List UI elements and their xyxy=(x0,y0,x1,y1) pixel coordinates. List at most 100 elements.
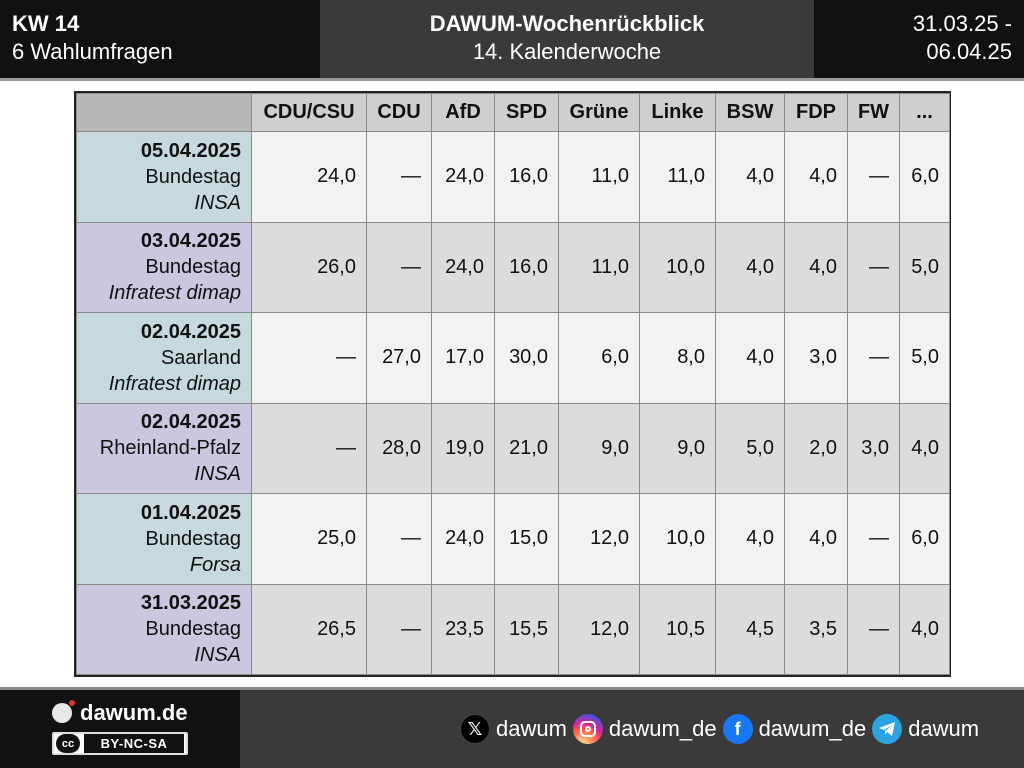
instagram-icon xyxy=(572,714,603,744)
poll-row-header: 31.03.2025 Bundestag INSA xyxy=(76,583,252,675)
poll-value-cell: 24,0 xyxy=(431,221,495,313)
poll-value-cell: 10,0 xyxy=(639,493,716,585)
table-row: 03.04.2025 Bundestag Infratest dimap 26,0 — 2… xyxy=(76,221,950,313)
poll-value-cell: 11,0 xyxy=(558,131,640,223)
table-corner-cell xyxy=(76,93,252,132)
license-badge[interactable]: cc BY-NC-SA xyxy=(52,732,188,755)
page-title: DAWUM-Wochenrückblick xyxy=(429,11,705,36)
poll-area: Bundestag xyxy=(145,165,241,188)
poll-value-cell: — xyxy=(366,131,432,223)
poll-value-cell: — xyxy=(847,493,900,585)
poll-value-cell: 17,0 xyxy=(431,312,495,404)
social-x[interactable]: 𝕏 dawum xyxy=(460,714,567,744)
social-handle: dawum_de xyxy=(758,716,867,741)
social-links: 𝕏 dawum dawum_de f dawum_de dawum xyxy=(460,712,985,746)
date-range-end: 06.04.25 xyxy=(926,39,1012,64)
poll-area: Bundestag xyxy=(145,618,241,641)
poll-value-cell: 8,0 xyxy=(639,312,716,404)
column-header: CDU/CSU xyxy=(251,93,367,132)
poll-value-cell: 23,5 xyxy=(431,583,495,675)
poll-value-cell: — xyxy=(847,131,900,223)
poll-area: Saarland xyxy=(160,346,241,369)
poll-value-cell: 27,0 xyxy=(366,312,432,404)
poll-value-cell: — xyxy=(366,583,432,675)
page-subtitle: 14. Kalenderwoche xyxy=(472,39,662,64)
dawum-logo-icon xyxy=(52,700,75,723)
poll-value-cell: 16,0 xyxy=(494,221,559,313)
poll-value-cell: — xyxy=(366,493,432,585)
poll-value-cell: 15,0 xyxy=(494,493,559,585)
poll-date: 03.04.2025 xyxy=(140,230,241,253)
poll-value-cell: 10,5 xyxy=(639,583,716,675)
social-telegram[interactable]: dawum xyxy=(872,714,979,744)
poll-value-cell: 4,0 xyxy=(715,493,785,585)
poll-area: Bundestag xyxy=(145,527,241,550)
column-header: Grüne xyxy=(558,93,640,132)
poll-institute: INSA xyxy=(194,644,241,667)
poll-value-cell: 6,0 xyxy=(558,312,640,404)
poll-institute: INSA xyxy=(194,191,241,214)
poll-area: Rheinland-Pfalz xyxy=(99,437,241,460)
poll-date: 02.04.2025 xyxy=(140,411,241,434)
poll-table: CDU/CSU CDU AfD SPD Grüne Linke BSW FDP … xyxy=(76,93,950,675)
poll-value-cell: 11,0 xyxy=(639,131,716,223)
table-header-row: CDU/CSU CDU AfD SPD Grüne Linke BSW FDP … xyxy=(76,93,950,132)
poll-value-cell: 4,0 xyxy=(784,131,848,223)
poll-value-cell: 4,0 xyxy=(899,402,950,494)
poll-row-header: 01.04.2025 Bundestag Forsa xyxy=(76,493,252,585)
poll-value-cell: 19,0 xyxy=(431,402,495,494)
table-row: 31.03.2025 Bundestag INSA 26,5—23,5 15,5 12,0… xyxy=(76,583,950,675)
poll-value-cell: 3,0 xyxy=(847,402,900,494)
telegram-icon xyxy=(872,714,903,744)
social-handle: dawum_de xyxy=(608,716,717,741)
poll-value-cell: 15,5 xyxy=(494,583,559,675)
poll-value-cell: — xyxy=(847,312,900,404)
poll-date: 02.04.2025 xyxy=(140,320,241,343)
poll-area: Bundestag xyxy=(145,256,241,279)
header-title-block: DAWUM-Wochenrückblick 14. Kalenderwoche xyxy=(320,0,814,78)
poll-value-cell: 30,0 xyxy=(494,312,559,404)
footer-brand-panel xyxy=(0,690,240,768)
header: KW 14 6 Wahlumfragen DAWUM-Wochenrückbli… xyxy=(0,0,1024,80)
brand[interactable]: dawum.de xyxy=(52,700,188,726)
poll-date: 05.04.2025 xyxy=(140,139,241,162)
header-divider xyxy=(0,78,1024,81)
poll-value-cell: 4,0 xyxy=(715,221,785,313)
poll-institute: Infratest dimap xyxy=(108,282,241,305)
poll-value-cell: 24,0 xyxy=(431,131,495,223)
poll-value-cell: 5,0 xyxy=(899,221,950,313)
poll-value-cell: 21,0 xyxy=(494,402,559,494)
poll-value-cell: 9,0 xyxy=(639,402,716,494)
social-instagram[interactable]: dawum_de xyxy=(572,714,717,744)
poll-row-header: 02.04.2025 Saarland Infratest dimap xyxy=(76,312,252,404)
poll-value-cell: 10,0 xyxy=(639,221,716,313)
poll-value-cell: — xyxy=(251,402,367,494)
poll-value-cell: 4,0 xyxy=(784,493,848,585)
poll-value-cell: — xyxy=(847,221,900,313)
column-header: SPD xyxy=(494,93,559,132)
poll-value-cell: 4,0 xyxy=(715,312,785,404)
poll-value-cell: 2,0 xyxy=(784,402,848,494)
poll-row-header: 02.04.2025 Rheinland-Pfalz INSA xyxy=(76,402,252,494)
poll-institute: Infratest dimap xyxy=(108,372,241,395)
poll-row-header: 05.04.2025 Bundestag INSA xyxy=(76,131,252,223)
poll-value-cell: — xyxy=(251,312,367,404)
poll-value-cell: 4,0 xyxy=(899,583,950,675)
week-label: KW 14 xyxy=(12,11,80,36)
social-facebook[interactable]: f dawum_de xyxy=(722,714,867,744)
footer-divider xyxy=(0,687,1024,690)
poll-table-container: CDU/CSU CDU AfD SPD Grüne Linke BSW FDP … xyxy=(74,91,951,677)
column-header: AfD xyxy=(431,93,495,132)
poll-date: 31.03.2025 xyxy=(140,592,241,615)
header-date-range: 31.03.25 - 06.04.25 xyxy=(814,0,1024,78)
creative-commons-icon: cc xyxy=(56,734,80,753)
column-header: FDP xyxy=(784,93,848,132)
poll-value-cell: 26,0 xyxy=(251,221,367,313)
poll-value-cell: 16,0 xyxy=(494,131,559,223)
poll-value-cell: 11,0 xyxy=(558,221,640,313)
poll-value-cell: 5,0 xyxy=(899,312,950,404)
social-handle: dawum xyxy=(496,716,567,741)
poll-institute: INSA xyxy=(194,463,241,486)
header-week: KW 14 6 Wahlumfragen xyxy=(0,0,320,78)
column-header: Linke xyxy=(639,93,716,132)
